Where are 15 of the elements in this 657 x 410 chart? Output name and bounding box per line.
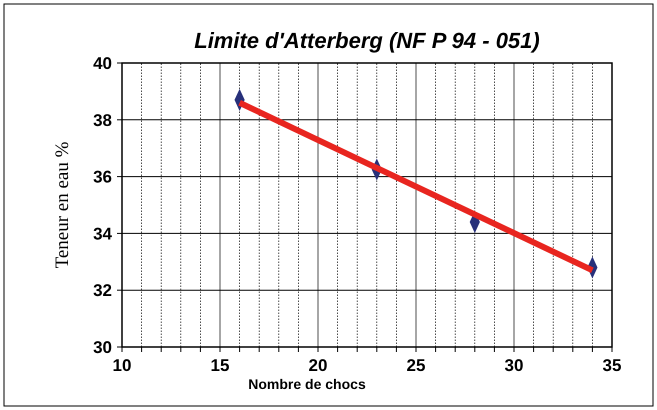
x-tick-label: 15: [210, 356, 230, 375]
x-axis-title: Nombre de chocs: [248, 376, 366, 392]
x-tick-label: 30: [504, 356, 524, 375]
y-tick-label: 40: [93, 54, 112, 73]
x-tick-label: 10: [112, 356, 132, 375]
x-tick-label: 25: [406, 356, 426, 375]
y-tick-label: 34: [93, 224, 113, 244]
y-tick-label: 30: [93, 338, 112, 357]
y-tick-label: 32: [93, 281, 112, 300]
chart-title: Limite d'Atterberg (NF P 94 - 051): [194, 28, 540, 53]
x-tick-label: 20: [308, 356, 328, 375]
x-tick-label: 35: [602, 356, 622, 375]
y-axis-title: Teneur en eau %: [52, 141, 73, 268]
y-tick-label: 36: [93, 168, 112, 187]
y-tick-label: 38: [93, 110, 112, 130]
